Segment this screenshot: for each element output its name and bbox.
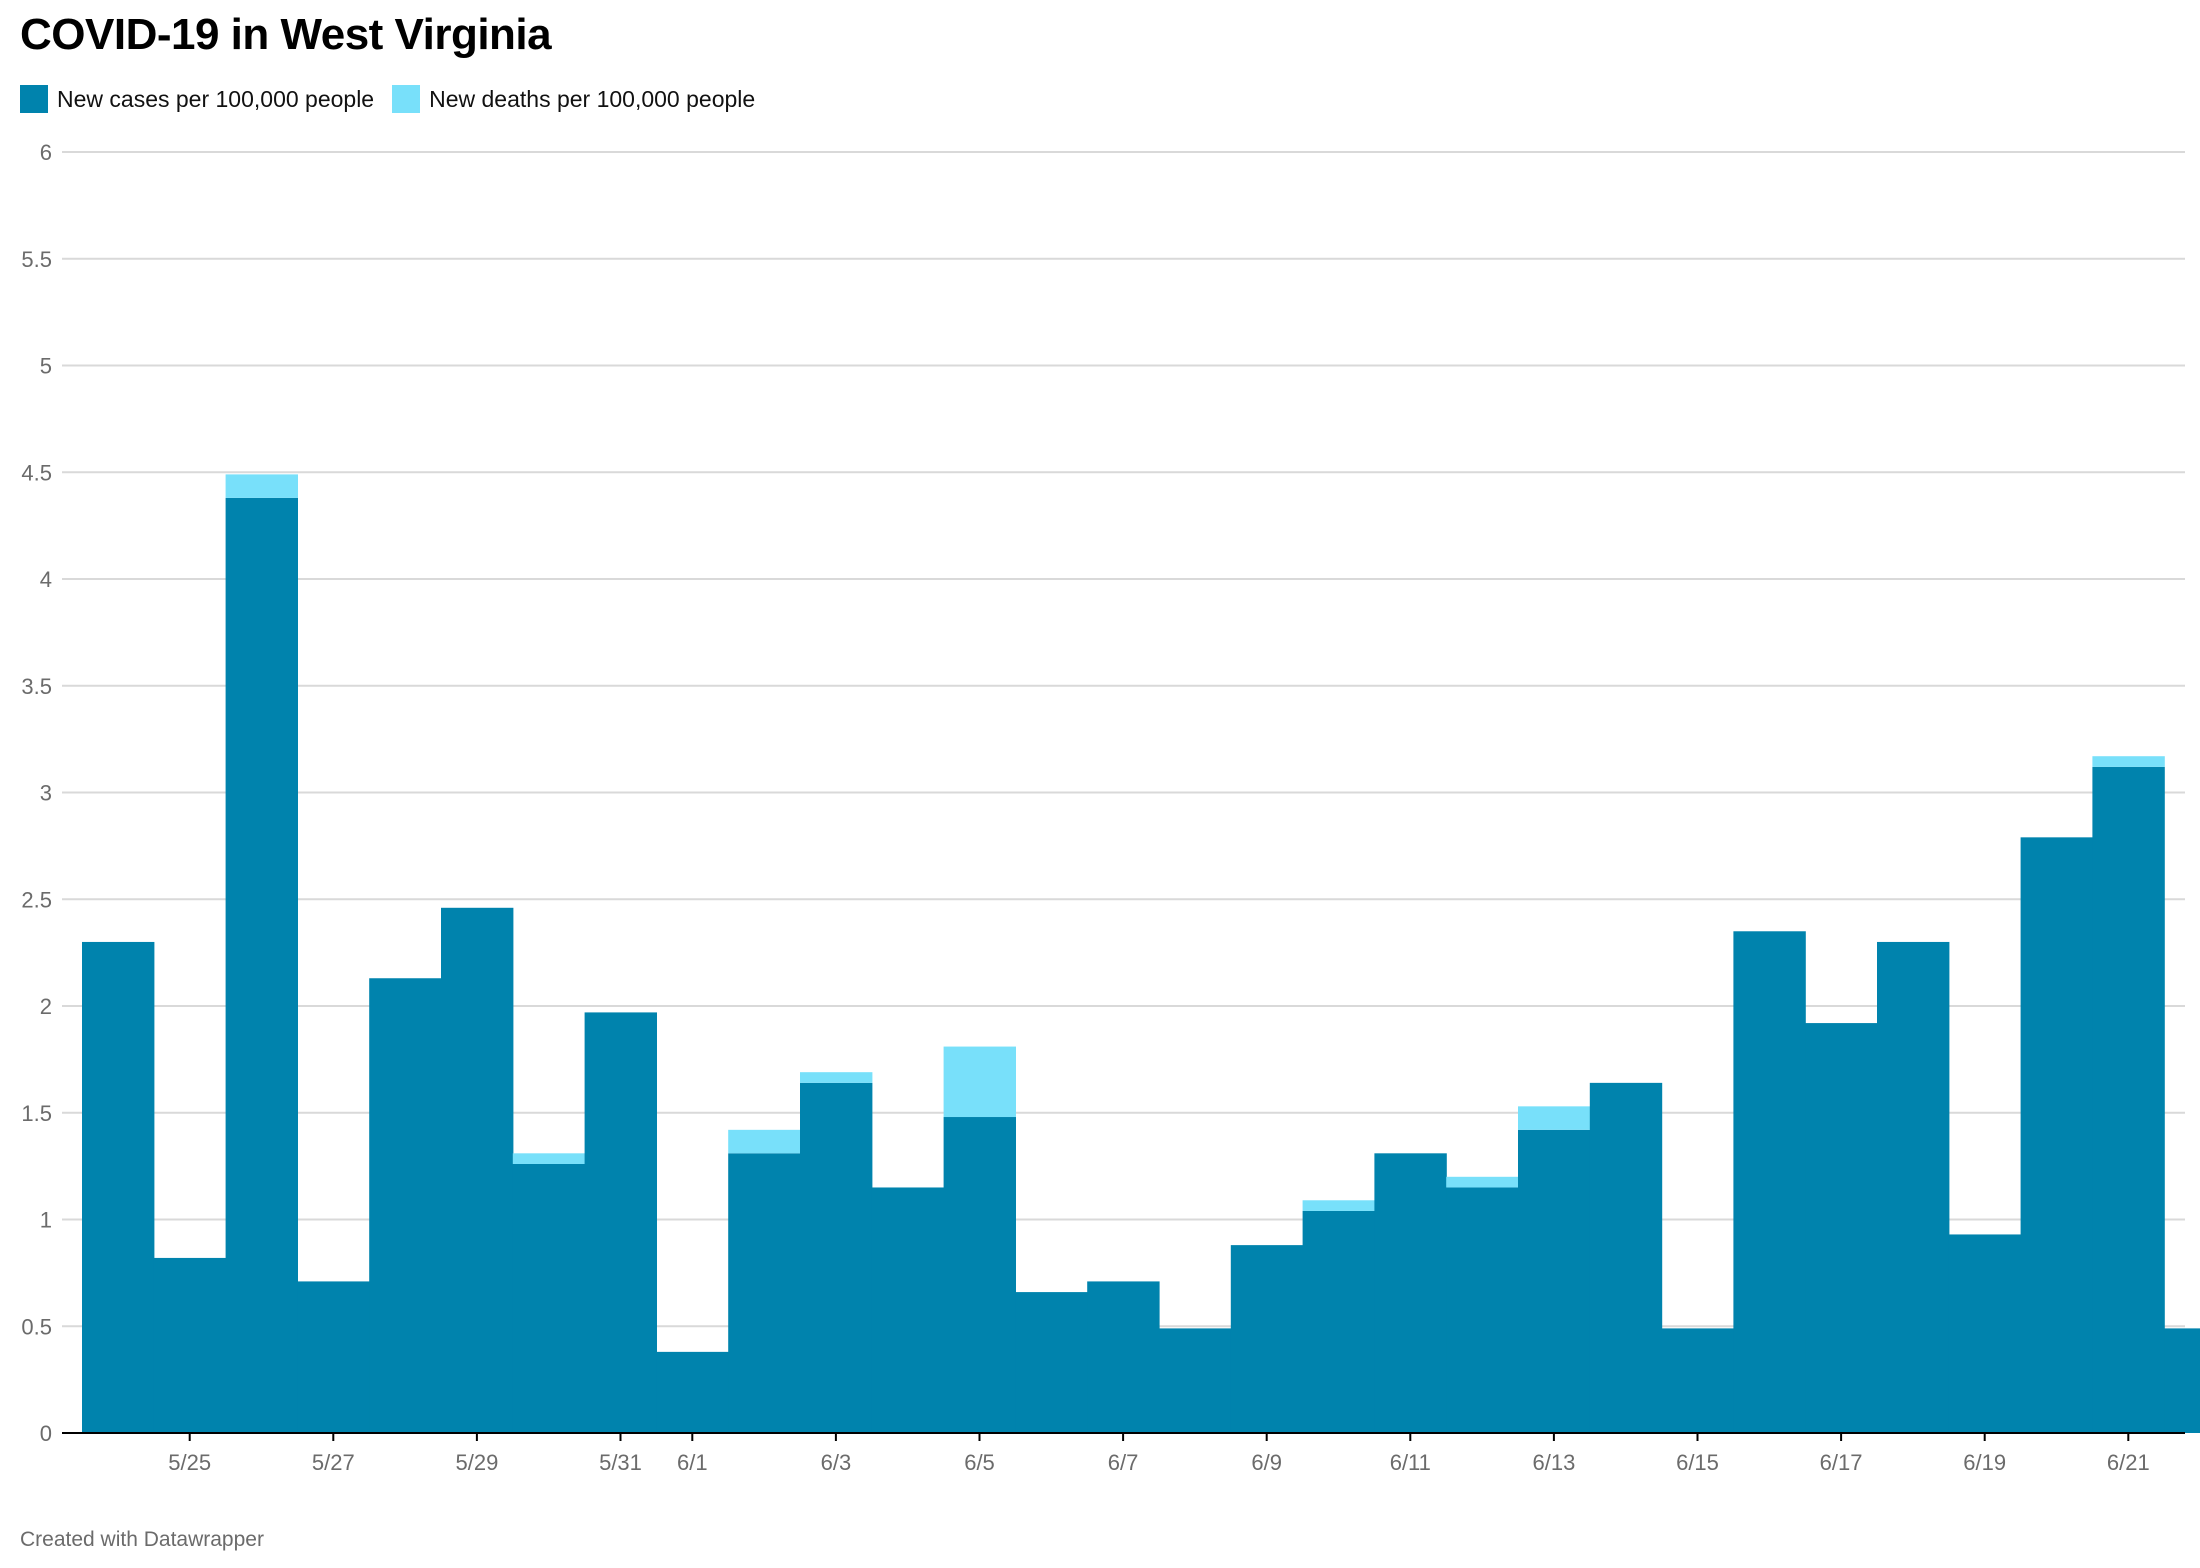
bar-cases xyxy=(1159,1328,1232,1433)
bar-deaths xyxy=(728,1129,801,1154)
chart-title: COVID-19 in West Virginia xyxy=(20,10,552,59)
legend-swatch-deaths xyxy=(392,85,421,113)
bar-cases xyxy=(1589,1082,1663,1433)
x-tick-label: 6/3 xyxy=(821,1450,852,1475)
bar-cases xyxy=(800,1082,873,1433)
bar-deaths xyxy=(2092,756,2165,767)
x-tick-label: 5/27 xyxy=(312,1450,355,1475)
bar-cases xyxy=(1087,1281,1160,1433)
bar-cases xyxy=(584,1012,657,1433)
y-tick-label: 1 xyxy=(40,1208,52,1233)
y-tick-label: 2 xyxy=(40,994,52,1019)
x-tick-label: 6/21 xyxy=(2107,1450,2150,1475)
bar-cases xyxy=(1877,941,1950,1433)
bar-cases xyxy=(2020,837,2093,1433)
bar-deaths xyxy=(225,474,298,498)
bar-cases xyxy=(1518,1129,1591,1433)
bars-layer xyxy=(82,474,2200,1433)
y-tick-label: 5 xyxy=(40,354,52,379)
bar-deaths xyxy=(1518,1106,1591,1130)
y-tick-label: 5.5 xyxy=(21,247,52,272)
bar-cases xyxy=(225,497,298,1433)
bar-cases xyxy=(441,907,514,1433)
x-tick-label: 6/11 xyxy=(1390,1450,1431,1475)
bar-cases xyxy=(2092,766,2165,1433)
y-tick-label: 4 xyxy=(40,567,52,592)
bar-cases xyxy=(153,1257,227,1433)
legend-item-cases: New cases per 100,000 people xyxy=(20,85,374,113)
y-tick-label: 2.5 xyxy=(21,887,52,912)
axis-layer: 0 0.5 1 1.5 2 2.5 3 3.5 4 4.5 5 5.5 6 5/25 5/27 5/29 5/3… xyxy=(21,140,2185,1475)
x-tick-label: 5/29 xyxy=(455,1450,498,1475)
bar-cases xyxy=(943,1117,1016,1433)
bar-cases xyxy=(1015,1292,1088,1433)
x-tick-label: 5/31 xyxy=(599,1450,642,1475)
bar-cases xyxy=(1302,1210,1375,1433)
bar-deaths xyxy=(943,1046,1016,1118)
x-tick-label: 6/13 xyxy=(1532,1450,1575,1475)
bar-cases xyxy=(1733,931,1806,1433)
x-tick-label: 6/15 xyxy=(1676,1450,1719,1475)
bar-cases xyxy=(871,1187,945,1433)
legend-label-deaths: New deaths per 100,000 people xyxy=(429,85,756,112)
bar-cases xyxy=(1446,1187,1519,1433)
bar-cases xyxy=(2164,1328,2200,1433)
y-tick-label: 6 xyxy=(40,140,52,165)
bar-cases xyxy=(1374,1153,1447,1433)
y-tick-label: 0 xyxy=(40,1421,52,1446)
y-tick-label: 3 xyxy=(40,781,52,806)
bar-deaths xyxy=(1302,1200,1375,1211)
bar-cases xyxy=(728,1153,801,1433)
legend-swatch-cases xyxy=(20,85,48,113)
legend-item-deaths: New deaths per 100,000 people xyxy=(392,85,755,113)
x-tick-label: 6/1 xyxy=(677,1450,708,1475)
bar-cases xyxy=(656,1351,729,1433)
bar-deaths xyxy=(800,1072,873,1083)
legend: New cases per 100,000 people New deaths … xyxy=(20,85,773,113)
bar-cases xyxy=(1948,1234,2022,1433)
bar-deaths xyxy=(1446,1176,1519,1188)
y-tick-label: 1.5 xyxy=(21,1101,52,1126)
bar-cases xyxy=(1805,1023,1878,1433)
y-tick-label: 3.5 xyxy=(21,674,52,699)
bar-cases xyxy=(82,941,155,1433)
y-tick-label: 4.5 xyxy=(21,460,52,485)
bar-cases xyxy=(512,1163,586,1433)
x-tick-label: 6/19 xyxy=(1963,1450,2006,1475)
x-tick-label: 6/9 xyxy=(1251,1450,1282,1475)
footer-credit: Created with Datawrapper xyxy=(20,1528,264,1551)
legend-label-cases: New cases per 100,000 people xyxy=(57,85,375,112)
bar-cases xyxy=(1230,1245,1304,1433)
bar-cases xyxy=(369,978,442,1433)
bar-deaths xyxy=(512,1153,586,1164)
bar-cases xyxy=(297,1281,370,1433)
x-tick-label: 6/17 xyxy=(1820,1450,1863,1475)
y-tick-label: 0.5 xyxy=(21,1314,52,1339)
x-tick-label: 6/5 xyxy=(964,1450,995,1475)
x-tick-label: 6/7 xyxy=(1108,1450,1139,1475)
x-tick-label: 5/25 xyxy=(168,1450,211,1475)
bar-cases xyxy=(1661,1328,1734,1433)
